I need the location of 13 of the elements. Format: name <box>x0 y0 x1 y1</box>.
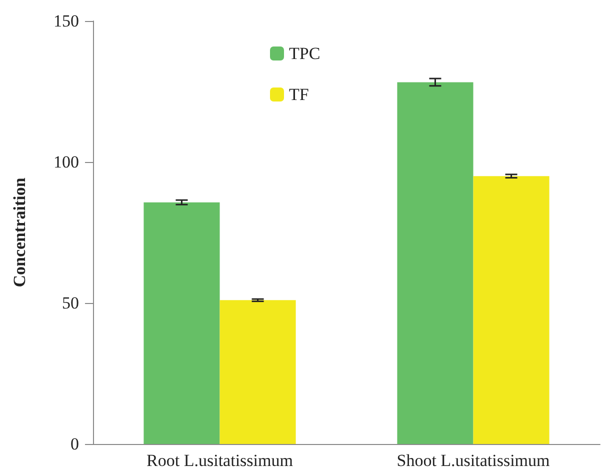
y-tick-label: 150 <box>54 12 79 30</box>
bar <box>473 176 550 444</box>
bar <box>397 82 474 444</box>
y-axis-title: Concentraition <box>10 177 29 288</box>
y-tick-label: 100 <box>54 152 79 172</box>
y-tick-label: 0 <box>70 434 79 454</box>
x-tick-label: Root L.usitatissimum <box>146 451 293 470</box>
legend-label: TF <box>289 85 309 104</box>
bar <box>220 300 296 444</box>
x-tick-label: Shoot L.usitatissimum <box>396 451 550 470</box>
legend-label: TPC <box>289 44 320 63</box>
y-tick-label: 50 <box>62 294 79 312</box>
bar <box>144 202 220 444</box>
